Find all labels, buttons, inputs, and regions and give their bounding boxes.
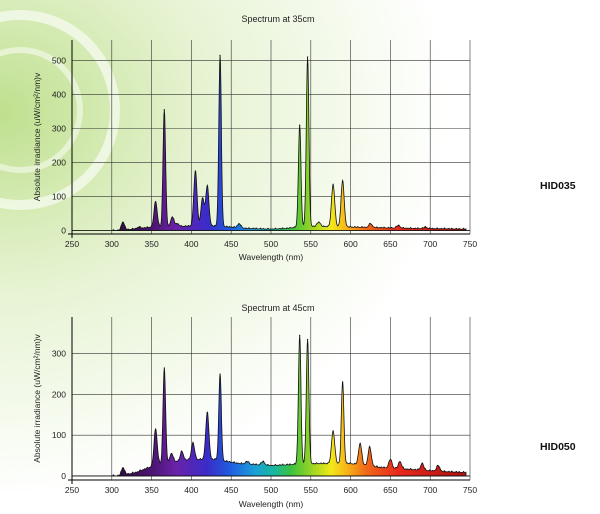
- y-tick-label: 400: [52, 89, 66, 99]
- peak-mark: [154, 201, 157, 203]
- x-tick-label: 550: [304, 239, 318, 249]
- y-tick-label: 300: [52, 349, 66, 359]
- x-tick-label: 750: [463, 485, 477, 495]
- model-label: HID035: [540, 180, 576, 192]
- peak-mark: [262, 461, 264, 463]
- grid: [71, 40, 471, 234]
- x-tick-label: 500: [264, 485, 278, 495]
- y-tick-label: 300: [52, 123, 66, 133]
- x-tick-label: 450: [224, 239, 238, 249]
- peak-mark: [201, 197, 204, 199]
- spectrum-chart-45cm: 250 300 350 400 450 500 550 600 650 700 750 0 100 200…: [32, 317, 477, 509]
- peak-mark: [163, 109, 165, 111]
- peak-mark: [359, 442, 361, 444]
- peak-mark: [246, 461, 248, 463]
- peak-mark: [342, 180, 344, 182]
- y-tick-label: 100: [52, 430, 66, 440]
- x-tick-label: 650: [383, 239, 397, 249]
- peak-mark: [342, 381, 344, 383]
- peak-mark: [299, 124, 301, 126]
- x-axis-label: Wavelength (nm): [239, 252, 304, 262]
- x-tick-label: 350: [145, 239, 159, 249]
- y-tick-label: 500: [52, 55, 66, 65]
- peak-mark: [138, 226, 140, 228]
- spectrum-area: [111, 335, 467, 477]
- spectrum-area: [111, 55, 467, 231]
- peak-mark: [421, 463, 423, 465]
- peak-mark: [332, 184, 334, 186]
- x-tick-label: 250: [65, 485, 79, 495]
- peak-mark: [399, 461, 401, 463]
- peak-mark: [194, 170, 196, 172]
- spectrum-chart-35cm: 250 300 350 400 450 500 550 600 650 700 750 0 100 200…: [32, 40, 477, 262]
- peak-mark: [219, 373, 221, 375]
- peak-mark: [171, 216, 173, 218]
- peak-mark: [176, 223, 178, 225]
- peak-mark: [299, 334, 301, 336]
- peak-mark: [219, 54, 221, 56]
- y-tick-label: 200: [52, 158, 66, 168]
- peak-mark: [424, 226, 427, 228]
- x-tick-label: 400: [184, 485, 198, 495]
- chart-title: Spectrum at 35cm: [241, 14, 315, 24]
- peak-mark: [307, 338, 309, 341]
- peak-mark: [122, 221, 124, 223]
- x-tick-label: 500: [264, 239, 278, 249]
- y-axis-label: Absolute irradiance (uW/cm²/nm)v: [32, 72, 42, 201]
- peak-mark: [307, 56, 309, 58]
- y-tick-label: 100: [52, 192, 66, 202]
- x-tick-label: 250: [65, 239, 79, 249]
- peak-mark: [206, 412, 208, 414]
- model-label: HID050: [540, 441, 576, 453]
- peak-mark: [206, 185, 208, 187]
- x-tick-label: 700: [423, 485, 437, 495]
- y-tick-label: 200: [52, 389, 66, 399]
- peak-mark: [318, 221, 320, 223]
- chart-title: Spectrum at 45cm: [241, 303, 315, 313]
- peak-mark: [369, 446, 371, 448]
- peak-mark: [163, 367, 165, 369]
- spectrum-panel-35cm: Spectrum at 35cm 250 300 350 400 450 500 550 60…: [32, 14, 576, 262]
- x-tick-label: 650: [383, 485, 397, 495]
- x-tick-label: 300: [105, 485, 119, 495]
- peak-mark: [332, 430, 334, 432]
- peak-mark: [154, 428, 157, 430]
- y-tick-label: 0: [61, 471, 66, 481]
- peak-mark: [192, 442, 194, 444]
- x-tick-label: 750: [463, 239, 477, 249]
- peak-mark: [369, 223, 372, 225]
- x-tick-label: 450: [224, 485, 238, 495]
- peak-mark: [389, 459, 391, 461]
- x-axis-label: Wavelength (nm): [239, 499, 304, 509]
- x-tick-label: 300: [105, 239, 119, 249]
- peak-mark: [238, 223, 240, 225]
- x-tick-label: 700: [423, 239, 437, 249]
- peak-mark: [397, 224, 399, 227]
- peak-mark: [437, 465, 439, 467]
- y-axis-label: Absolute irradiance (uW/cm²/nm)v: [32, 334, 42, 463]
- x-tick-label: 600: [344, 485, 358, 495]
- peak-mark: [170, 452, 173, 455]
- x-tick-label: 400: [184, 239, 198, 249]
- x-tick-label: 550: [304, 485, 318, 495]
- x-tick-label: 350: [145, 485, 159, 495]
- peak-mark: [181, 450, 183, 453]
- x-tick-label: 600: [344, 239, 358, 249]
- spectrum-panel-45cm: Spectrum at 45cm 250 300 350 400 450 500 550 60…: [0, 295, 600, 514]
- y-tick-label: 0: [61, 226, 66, 236]
- grid: [71, 317, 471, 480]
- peak-mark: [122, 467, 124, 469]
